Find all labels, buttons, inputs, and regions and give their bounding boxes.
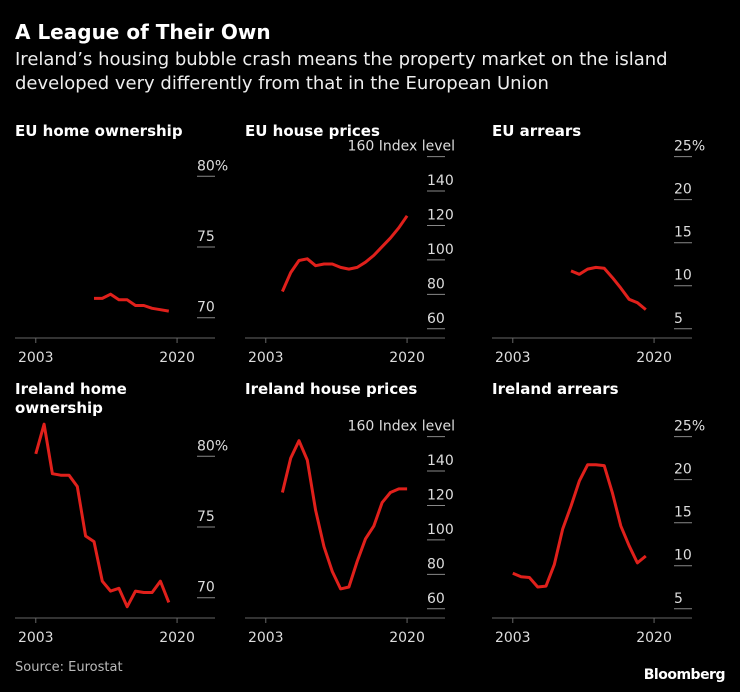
x-tick-label: 2003 [248,630,284,646]
x-tick-label: 2003 [18,350,54,366]
y-tick-label: 100 [427,242,454,258]
panel-title: EU house prices [245,122,380,140]
x-tick-label: 2003 [495,630,531,646]
title: A League of Their Own [15,20,271,44]
panel-title: Ireland arrears [492,380,619,398]
x-tick-label: 2020 [636,630,672,646]
y-tick-label: 15 [674,505,692,521]
y-tick-label: 70 [197,300,215,316]
y-tick-label: 160 Index level [348,139,455,155]
x-tick-label: 2020 [636,350,672,366]
y-tick-label: 80% [197,158,228,174]
y-tick-label: 10 [674,548,692,564]
y-tick-label: 80 [427,556,445,572]
data-line [34,422,171,609]
y-tick-label: 20 [674,182,692,198]
x-tick-label: 2020 [159,350,195,366]
x-tick-label: 2003 [18,630,54,646]
y-tick-label: 20 [674,462,692,478]
x-tick-label: 2020 [389,350,425,366]
data-line [512,463,647,589]
y-tick-label: 120 [427,487,454,503]
y-tick-label: 80% [197,438,228,454]
source: Source: Eurostat [15,660,123,675]
y-tick-label: 15 [674,225,692,241]
panel-title: Ireland home ownership [15,380,127,417]
subtitle: Ireland’s housing bubble crash means the… [15,49,668,94]
x-tick-label: 2003 [248,350,284,366]
y-tick-label: 70 [197,580,215,596]
y-tick-label: 25% [674,419,705,435]
data-line [94,292,170,313]
panel-title: EU home ownership [15,122,183,140]
y-tick-label: 75 [197,509,215,525]
y-tick-label: 25% [674,139,705,155]
brand: Bloomberg [643,667,726,683]
y-tick-label: 60 [427,591,445,607]
y-tick-label: 60 [427,311,445,327]
y-tick-label: 140 [427,173,454,189]
y-tick-label: 75 [197,229,215,245]
y-tick-label: 80 [427,276,445,292]
y-tick-label: 140 [427,453,454,469]
data-line [281,214,409,293]
data-line [280,439,408,591]
y-tick-label: 100 [427,522,454,538]
y-tick-label: 120 [427,207,454,223]
y-tick-label: 5 [674,591,683,607]
y-tick-label: 5 [674,311,683,327]
x-tick-label: 2020 [159,630,195,646]
panel-title: Ireland house prices [245,380,418,398]
panel-title: EU arrears [492,122,582,140]
x-tick-label: 2003 [495,350,531,366]
data-line [570,265,647,311]
y-tick-label: 10 [674,268,692,284]
x-tick-label: 2020 [389,630,425,646]
y-tick-label: 160 Index level [348,419,455,435]
